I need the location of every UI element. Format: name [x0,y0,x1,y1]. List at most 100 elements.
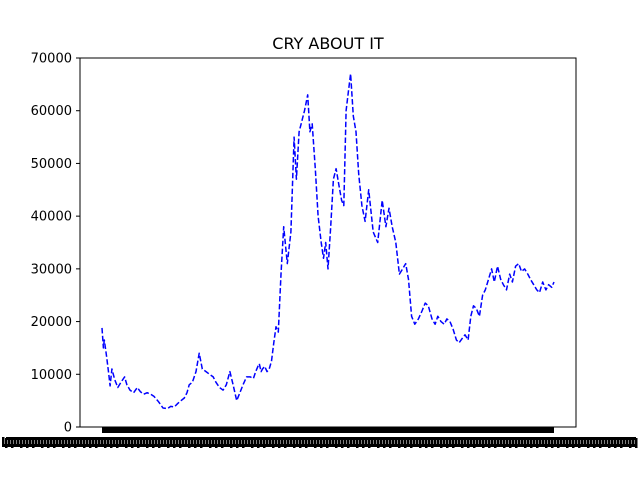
x-tick-label-glyph [593,438,596,448]
y-tick-label: 20000 [31,315,72,330]
x-tick-label-glyph [323,437,326,447]
x-tick-label-glyph [503,438,506,448]
x-tick-label-glyph [14,437,17,447]
x-tick-label-glyph [320,438,323,448]
x-tick-label-glyph [53,438,56,448]
y-tick-label: 50000 [31,157,72,172]
x-tick-label-glyph [392,437,395,447]
x-tick-label-band [2,444,636,447]
x-tick-label-glyph [215,438,218,448]
x-tick-label-glyph [161,437,164,447]
x-tick-label-glyph [446,438,449,448]
x-tick-label-glyph [317,437,320,447]
x-tick-label-glyph [566,438,569,448]
x-tick-label-glyph [83,438,86,448]
x-tick-label-glyph [242,438,245,448]
x-tick-label-glyph [542,437,545,447]
x-tick-label-glyph [233,437,236,447]
x-tick-label-glyph [212,437,215,447]
y-axis: 0 10000 20000 30000 40000 50000 60000 70000 [31,52,80,436]
x-tick-label-glyph [113,437,116,447]
x-tick-label-glyph [380,437,383,447]
x-tick-label-glyph [167,438,170,448]
x-tick-label-glyph [65,437,68,447]
x-tick-label-glyph [548,437,551,447]
x-tick-label-glyph [179,438,182,448]
x-tick-label-glyph [134,437,137,447]
x-tick-label-glyph [497,437,500,447]
x-tick-label-glyph [608,438,611,448]
x-tick-label-glyph [341,438,344,448]
x-tick-label-glyph [485,437,488,447]
x-tick-label-glyph [44,437,47,447]
x-tick-label-glyph [368,438,371,448]
x-tick-label-glyph [578,438,581,448]
x-tick-label-glyph [311,437,314,447]
x-tick-label-glyph [467,438,470,448]
x-tick-label-glyph [464,437,467,447]
x-tick-label-glyph [602,437,605,447]
x-tick-label-glyph [500,437,503,447]
x-tick-label-glyph [275,437,278,447]
y-tick-label: 70000 [31,52,72,67]
x-tick-label-glyph [101,437,104,447]
x-tick-label-glyph [416,437,419,447]
x-tick-label-glyph [356,438,359,448]
x-tick-label-glyph [362,438,365,448]
x-tick-label-glyph [149,437,152,447]
x-tick-label-glyph [347,438,350,448]
x-tick-label-glyph [125,438,128,448]
x-tick-label-glyph [395,437,398,447]
x-tick-label-glyph [35,437,38,447]
x-tick-label-glyph [203,437,206,447]
x-tick-label-glyph [515,438,518,448]
x-tick-label-glyph [563,437,566,447]
x-tick-marks [102,427,554,433]
x-tick-label-band [6,437,636,440]
x-tick-label-glyph [494,438,497,448]
x-tick-label-glyph [305,438,308,448]
x-tick-label-glyph [296,437,299,447]
plot-area [101,73,555,410]
x-tick-label-glyph [197,437,200,447]
x-tick-label-glyph [188,438,191,448]
x-tick-label-glyph [512,437,515,447]
x-tick-label-glyph [290,437,293,447]
x-tick-label-glyph [626,437,629,447]
x-tick-label-glyph [449,437,452,447]
x-tick-label-glyph [584,437,587,447]
x-axis [2,427,638,448]
x-tick-label-glyph [338,437,341,447]
x-tick-label-glyph [47,438,50,448]
x-tick-label-glyph [389,438,392,448]
x-tick-label-glyph [557,438,560,448]
x-tick-label-glyph [119,437,122,447]
x-tick-label-glyph [209,438,212,448]
x-tick-label-glyph [287,437,290,447]
x-tick-label-glyph [401,437,404,447]
x-tick-label-glyph [335,438,338,448]
x-tick-label-glyph [89,438,92,448]
x-tick-label-glyph [326,438,329,448]
x-tick-label-glyph [530,438,533,448]
x-tick-label-glyph [575,437,578,447]
x-tick-label-glyph [635,438,638,448]
x-tick-label-glyph [614,438,617,448]
x-tick-label-glyph [521,437,524,447]
x-tick-label-glyph [71,437,74,447]
series-line [101,73,555,410]
x-tick-label-glyph [374,437,377,447]
x-tick-label-glyph [470,437,473,447]
x-tick-label-glyph [617,437,620,447]
x-tick-label-glyph [227,437,230,447]
plot-frame [79,57,577,428]
x-tick-label-glyph [23,437,26,447]
x-tick-label-glyph [266,437,269,447]
x-tick-label-glyph [455,437,458,447]
y-tick-label: 30000 [31,262,72,277]
x-tick-label-glyph [371,437,374,447]
x-tick-label-glyph [632,437,635,447]
x-tick-label-glyph [32,438,35,448]
x-tick-label-glyph [431,438,434,448]
